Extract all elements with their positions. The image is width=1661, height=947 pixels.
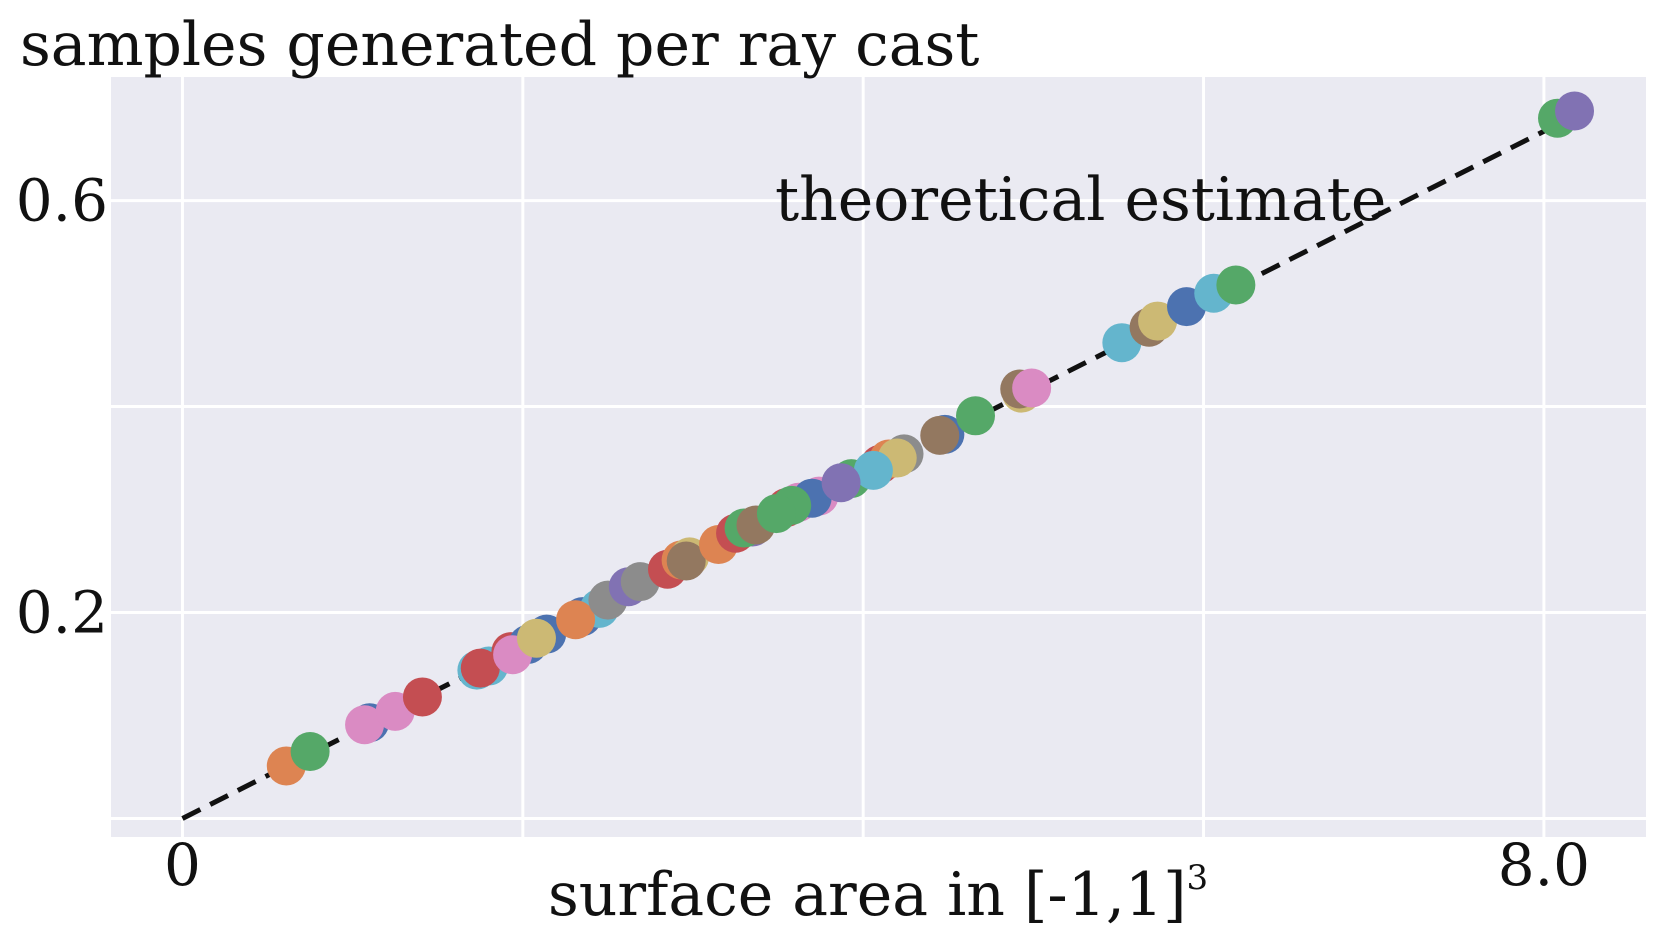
data-point-41 [821,463,861,503]
annotation-theoretical-estimate: theoretical estimate [775,165,1386,235]
x-axis-label: surface area in [-1,1]3 [548,858,1208,930]
x-tick-label-0: 0 [164,831,201,899]
x-axis-label-superscript: 3 [1187,858,1209,898]
data-point-34 [756,494,796,534]
data-point-40 [853,450,893,490]
data-point-50 [1138,301,1178,341]
data-point-55 [1555,91,1595,131]
data-point-53 [1216,265,1256,305]
data-point-1 [290,732,330,772]
data-point-13 [516,618,556,658]
data-point-16 [556,600,596,640]
y-tick-label-1: 0.2 [16,579,108,647]
x-tick-label-4: 8.0 [1498,831,1590,899]
x-tick-labels: 0 8.0 [164,831,1590,899]
x-axis-label-main: surface area in [-1,1] [548,860,1187,930]
y-tick-labels: 0.2 0.6 [16,167,108,647]
data-point-47 [1012,368,1052,408]
y-tick-label-3: 0.6 [16,167,108,235]
chart-title: samples generated per ray cast [20,10,979,80]
data-points [266,91,1595,786]
data-point-44 [956,396,996,436]
data-point-8 [460,648,500,688]
data-point-5 [402,677,442,717]
data-point-43 [920,415,960,455]
data-point-23 [666,541,706,581]
data-point-3 [345,705,385,745]
